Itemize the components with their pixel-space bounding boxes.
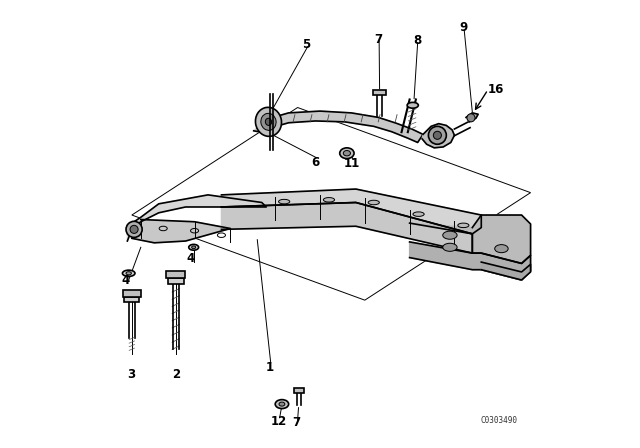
Polygon shape <box>373 90 387 95</box>
Ellipse shape <box>343 151 351 156</box>
Text: 3: 3 <box>127 368 135 382</box>
Ellipse shape <box>413 212 424 216</box>
Text: 12: 12 <box>271 414 287 428</box>
Text: 4: 4 <box>121 274 129 288</box>
Circle shape <box>126 221 142 237</box>
Ellipse shape <box>255 108 282 136</box>
Ellipse shape <box>495 245 508 253</box>
Circle shape <box>433 131 442 139</box>
Polygon shape <box>123 290 141 297</box>
Text: 1: 1 <box>266 361 274 374</box>
Polygon shape <box>410 242 531 280</box>
Polygon shape <box>221 189 481 234</box>
Polygon shape <box>127 195 266 241</box>
Circle shape <box>428 126 446 144</box>
Circle shape <box>467 114 475 122</box>
Text: 16: 16 <box>488 83 504 96</box>
Ellipse shape <box>261 113 276 130</box>
Ellipse shape <box>189 245 198 250</box>
Text: C0303490: C0303490 <box>480 416 517 425</box>
Text: 6: 6 <box>312 155 319 169</box>
Ellipse shape <box>191 246 196 249</box>
Text: 8: 8 <box>413 34 422 47</box>
Polygon shape <box>221 202 472 253</box>
Polygon shape <box>422 124 454 148</box>
Ellipse shape <box>368 200 380 205</box>
Polygon shape <box>132 220 230 243</box>
Polygon shape <box>481 262 531 280</box>
Ellipse shape <box>407 103 419 108</box>
Ellipse shape <box>122 270 135 276</box>
Ellipse shape <box>126 271 131 275</box>
Text: 5: 5 <box>303 38 310 52</box>
Ellipse shape <box>458 223 469 228</box>
Text: 7: 7 <box>374 33 382 46</box>
Ellipse shape <box>443 231 457 239</box>
Text: 9: 9 <box>460 21 467 34</box>
Polygon shape <box>294 388 305 393</box>
Text: 2: 2 <box>172 368 180 382</box>
Polygon shape <box>168 278 184 284</box>
Ellipse shape <box>279 402 285 406</box>
Text: 7: 7 <box>292 415 301 429</box>
Polygon shape <box>253 111 423 142</box>
Polygon shape <box>124 297 140 302</box>
Circle shape <box>130 225 138 233</box>
Polygon shape <box>466 113 478 122</box>
Polygon shape <box>166 271 185 278</box>
Polygon shape <box>410 215 531 263</box>
Ellipse shape <box>323 198 335 202</box>
Text: 4: 4 <box>187 252 195 265</box>
Text: 11: 11 <box>344 157 360 170</box>
Ellipse shape <box>340 148 354 159</box>
Ellipse shape <box>266 118 271 125</box>
Ellipse shape <box>278 199 290 204</box>
Ellipse shape <box>275 400 289 409</box>
Ellipse shape <box>443 243 457 251</box>
